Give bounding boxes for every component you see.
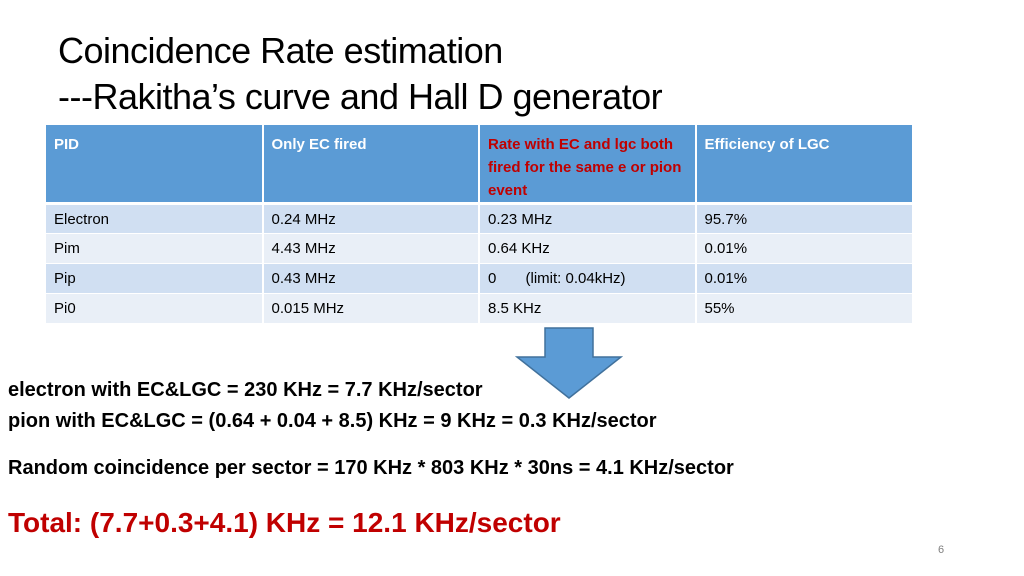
table-row: Pi0 0.015 MHz 8.5 KHz 55% [46, 293, 912, 324]
slide-title: Coincidence Rate estimation ---Rakitha’s… [58, 28, 663, 120]
cell-ec-lgc-rate: 0 (limit: 0.04kHz) [479, 263, 697, 294]
rate-table: PID Only EC fired Rate with EC and lgc b… [46, 125, 912, 324]
random-coincidence-text: Random coincidence per sector = 170 KHz … [8, 457, 734, 479]
table-row: Pim 4.43 MHz 0.64 KHz 0.01% [46, 233, 912, 264]
cell-ec-lgc-rate: 0.64 KHz [479, 233, 697, 264]
table-header-row: PID Only EC fired Rate with EC and lgc b… [46, 125, 912, 205]
cell-efficiency: 0.01% [695, 263, 912, 294]
header-pid: PID [46, 125, 264, 205]
cell-efficiency: 95.7% [695, 203, 912, 234]
cell-only-ec: 0.24 MHz [262, 203, 480, 234]
cell-pid: Electron [46, 203, 264, 234]
header-only-ec: Only EC fired [262, 125, 480, 205]
cell-only-ec: 4.43 MHz [262, 233, 480, 264]
cell-ec-lgc-rate: 8.5 KHz [479, 293, 697, 324]
cell-pid: Pim [46, 233, 264, 264]
total-rate-text: Total: (7.7+0.3+4.1) KHz = 12.1 KHz/sect… [8, 507, 561, 538]
cell-pid: Pip [46, 263, 264, 294]
cell-pid: Pi0 [46, 293, 264, 324]
slide-title-line2: ---Rakitha’s curve and Hall D generator [58, 76, 663, 117]
slide-title-line1: Coincidence Rate estimation [58, 30, 503, 71]
table-row: Electron 0.24 MHz 0.23 MHz 95.7% [46, 203, 912, 234]
down-arrow-icon [515, 327, 623, 399]
page-number: 6 [938, 544, 945, 556]
header-lgc-efficiency: Efficiency of LGC [695, 125, 912, 205]
cell-ec-lgc-rate: 0.23 MHz [479, 203, 697, 234]
cell-efficiency: 55% [695, 293, 912, 324]
pion-rate-text: pion with EC&LGC = (0.64 + 0.04 + 8.5) K… [8, 410, 657, 432]
cell-only-ec: 0.015 MHz [262, 293, 480, 324]
cell-efficiency: 0.01% [695, 233, 912, 264]
table-row: Pip 0.43 MHz 0 (limit: 0.04kHz) 0.01% [46, 263, 912, 294]
electron-rate-text: electron with EC&LGC = 230 KHz = 7.7 KHz… [8, 379, 483, 401]
cell-only-ec: 0.43 MHz [262, 263, 480, 294]
header-ec-lgc-rate: Rate with EC and lgc both fired for the … [479, 125, 697, 205]
